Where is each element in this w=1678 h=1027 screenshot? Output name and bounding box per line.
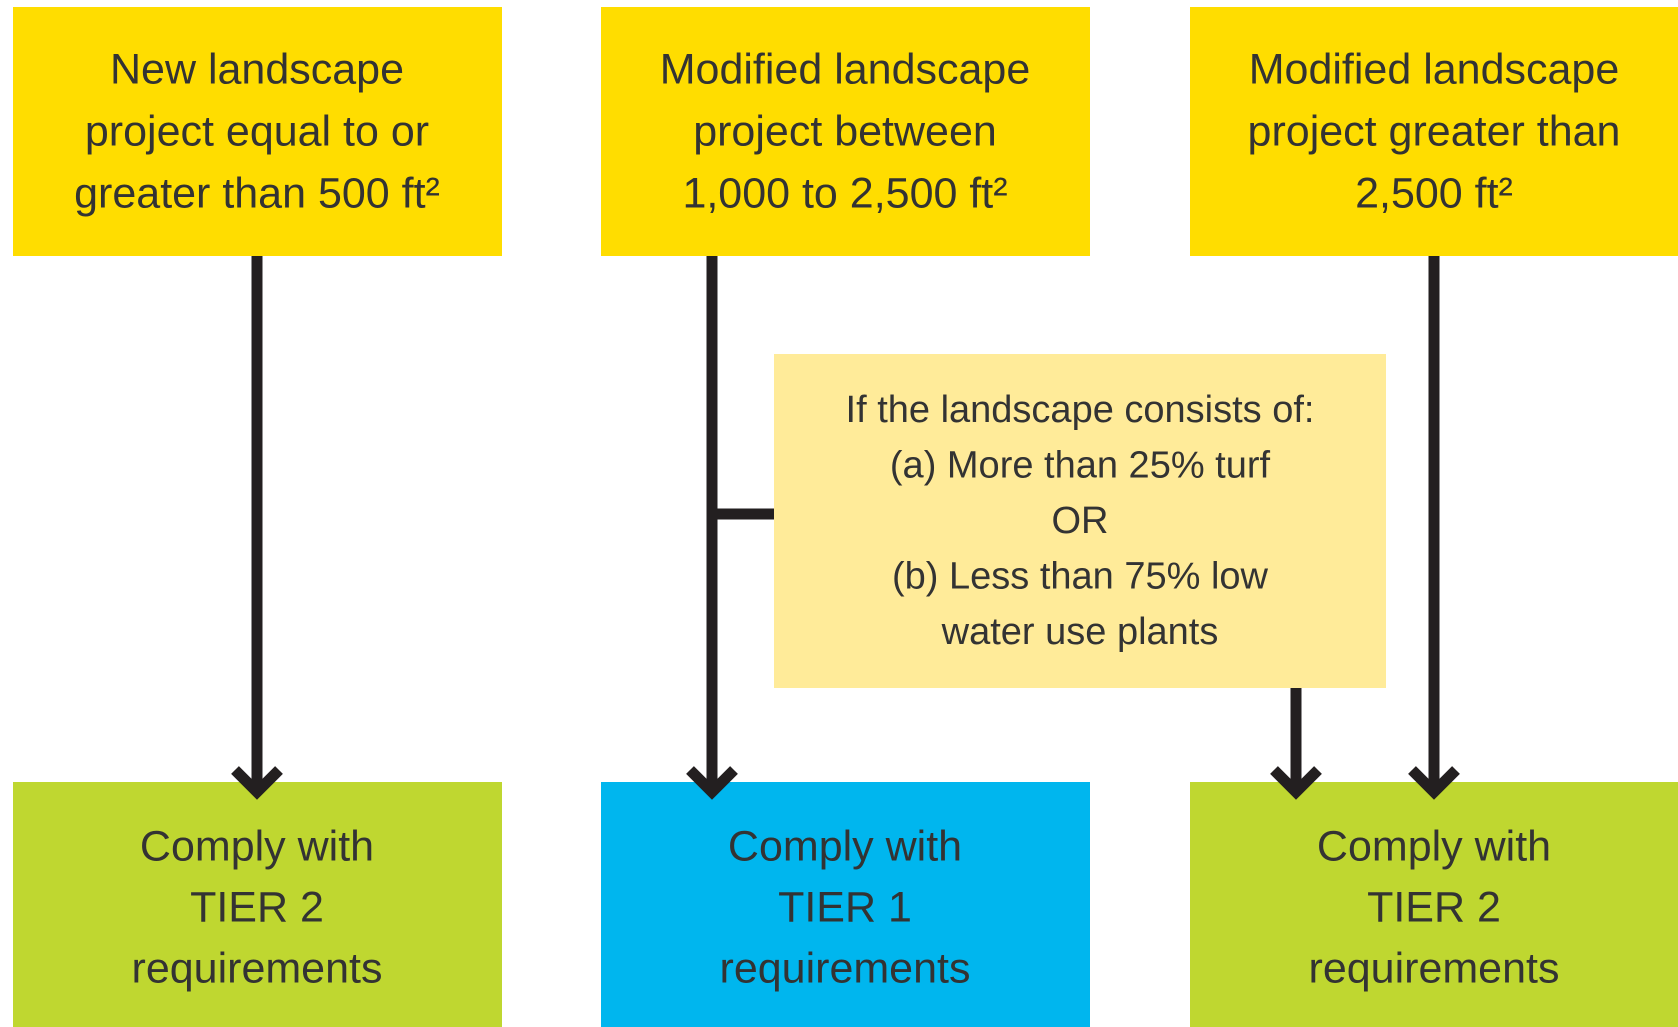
box-text: requirements <box>132 944 383 992</box>
condition-box <box>774 354 1386 688</box>
box-text: TIER 2 <box>190 883 324 931</box>
top-box <box>1190 7 1678 256</box>
box-text: project between <box>693 107 997 155</box>
top-box <box>13 7 502 256</box>
bottom-box <box>13 782 502 1027</box>
box-text: Modified landscape <box>660 45 1031 93</box>
box-text: 1,000 to 2,500 ft² <box>682 169 1007 217</box>
box-text: requirements <box>1309 944 1560 992</box>
box-text: 2,500 ft² <box>1355 169 1513 217</box>
box-text: requirements <box>720 944 971 992</box>
condition-text: (a) More than 25% turf <box>890 445 1271 487</box>
bottom-box <box>601 782 1090 1027</box>
box-text: project greater than <box>1248 107 1621 155</box>
box-text: TIER 2 <box>1367 883 1501 931</box>
box-text: Comply with <box>1317 822 1551 870</box>
bottom-box <box>1190 782 1678 1027</box>
condition-text: If the landscape consists of: <box>846 389 1315 431</box>
arrow <box>1270 688 1322 800</box>
arrows <box>231 256 1460 800</box>
box-text: New landscape <box>110 45 404 93</box>
box-text: Comply with <box>728 822 962 870</box>
box-text: project equal to or <box>85 107 429 155</box>
box-text: TIER 1 <box>778 883 912 931</box>
box-text: Comply with <box>140 822 374 870</box>
condition-text: water use plants <box>941 611 1219 653</box>
arrow <box>231 256 283 800</box>
box-text: Modified landscape <box>1249 45 1620 93</box>
arrow <box>686 256 738 800</box>
condition-text: OR <box>1052 500 1109 542</box>
top-box <box>601 7 1090 256</box>
box-text: greater than 500 ft² <box>74 169 440 217</box>
condition-text: (b) Less than 75% low <box>892 556 1269 598</box>
arrow <box>1408 256 1460 800</box>
